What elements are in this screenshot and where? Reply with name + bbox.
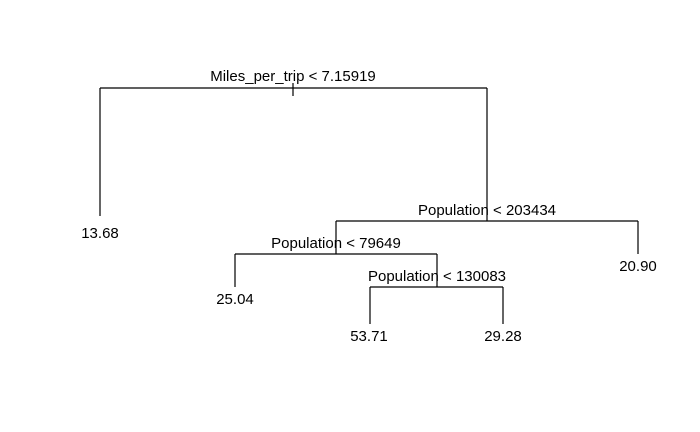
split-label-right: Population < 203434 bbox=[418, 202, 556, 219]
split-node-right-left: Population < 79649 bbox=[234, 235, 438, 287]
leaf-label-right-left-right-right: 29.28 bbox=[484, 328, 522, 345]
leaf-label-left: 13.68 bbox=[81, 225, 119, 242]
leaf-label-right-left-right-left: 53.71 bbox=[350, 328, 388, 345]
split-node-right: Population < 203434 bbox=[335, 202, 639, 254]
leaf-label-right-left-left: 25.04 bbox=[216, 291, 254, 308]
split-node-root: Miles_per_trip < 7.15919 bbox=[99, 68, 488, 221]
split-label-right-left-right: Population < 130083 bbox=[368, 268, 506, 285]
split-label-right-left: Population < 79649 bbox=[271, 235, 401, 252]
split-node-right-left-right: Population < 130083 bbox=[368, 268, 506, 324]
leaf-label-right-right: 20.90 bbox=[619, 258, 657, 275]
split-label-root: Miles_per_trip < 7.15919 bbox=[210, 68, 376, 85]
